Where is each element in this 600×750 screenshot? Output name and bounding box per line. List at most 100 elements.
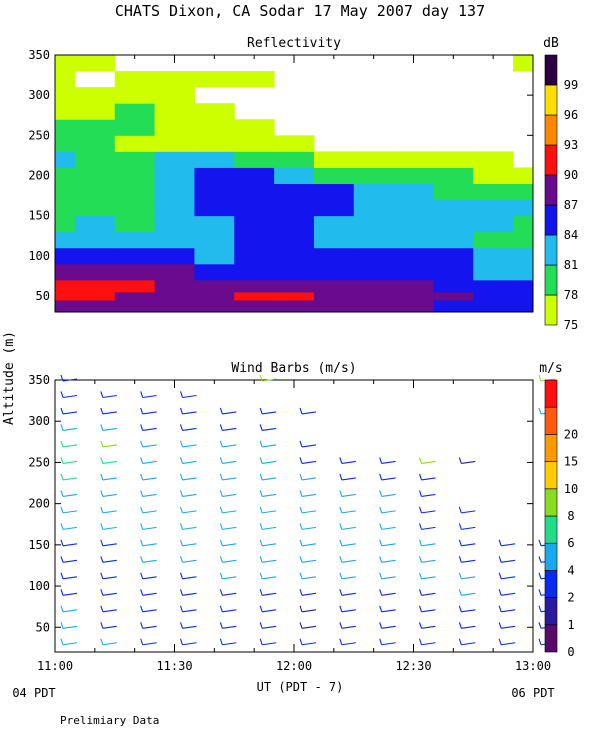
wind-barb [418, 539, 436, 547]
wind-barb [498, 589, 516, 596]
wind-title: Wind Barbs (m/s) [231, 361, 356, 376]
wind-barb [299, 523, 317, 530]
reflectivity-cell [74, 55, 116, 72]
wind-barb [418, 506, 436, 514]
reflectivity-cell [74, 199, 116, 217]
reflectivity-cell [234, 71, 275, 88]
wind-barb [458, 506, 476, 514]
wind-barb [100, 424, 117, 431]
wind-barb [60, 605, 78, 613]
wind-barb [259, 523, 277, 530]
reflectivity-cell [513, 299, 534, 313]
y-axis-label: Altitude (m) [2, 331, 17, 425]
wind-barb [179, 622, 197, 629]
reflectivity-cell [234, 231, 275, 249]
wind-barb [299, 572, 317, 580]
wind-barb [60, 473, 78, 481]
wind-barb [339, 556, 356, 563]
reflectivity-cell [55, 215, 76, 233]
wind-barb [219, 589, 237, 596]
reflectivity-cell [154, 183, 195, 201]
reflectivity-colorbar-band [544, 264, 558, 296]
reflectivity-cell [393, 263, 434, 281]
reflectivity-cell [74, 215, 116, 233]
reflectivity-cell [473, 151, 514, 168]
wind-barb [379, 539, 396, 547]
wind-barb [379, 605, 396, 613]
wind-barb [179, 424, 197, 431]
wind-barb [299, 605, 317, 613]
reflectivity-cells [55, 55, 534, 313]
wind-barb [60, 424, 78, 431]
wind-barb [179, 407, 197, 415]
wind-barb [379, 457, 396, 464]
wind-barb [418, 605, 436, 613]
reflectivity-cell [74, 103, 116, 120]
wind-barb [179, 605, 197, 613]
wind-barb [219, 473, 237, 481]
wind-barb [219, 622, 237, 629]
wind-barb [379, 473, 396, 481]
wind-barb [60, 572, 78, 580]
reflectivity-cell [433, 279, 474, 293]
reflectivity-cell [114, 247, 156, 265]
reflectivity-cell [154, 71, 195, 88]
wind-barb [140, 523, 157, 530]
reflectivity-colorbar-label: 99 [564, 78, 578, 92]
reflectivity-cell [194, 71, 235, 88]
wind-barb [339, 622, 356, 629]
wind-barb [219, 490, 237, 497]
wind-colorbar-band [544, 406, 558, 435]
wind-barb [418, 622, 436, 629]
reflectivity-cell [353, 299, 395, 313]
wind-colorbar-label: 0 [567, 645, 574, 659]
reflectivity-title: Reflectivity [247, 36, 341, 51]
reflectivity-cell [393, 215, 434, 233]
wind-colorbar-label: 15 [564, 455, 578, 469]
wind-barb [299, 457, 317, 464]
reflectivity-cell [393, 247, 434, 265]
reflectivity-cell [114, 167, 156, 184]
wind-barb [259, 638, 277, 646]
reflectivity-cell [274, 183, 315, 201]
wind-barb [140, 539, 157, 547]
reflectivity-cell [114, 103, 156, 120]
reflectivity-cell [194, 279, 235, 293]
reflectivity-cell [234, 135, 275, 152]
wind-y-tick-label: 100 [28, 579, 50, 593]
reflectivity-cell [194, 247, 235, 265]
reflectivity-cell [473, 247, 514, 265]
reflectivity-cell [154, 87, 195, 104]
reflectivity-panel: 50 100 150 200 250 300 350 [28, 48, 534, 313]
reflectivity-cell [154, 119, 195, 136]
wind-barb [418, 490, 436, 497]
wind-barb [140, 391, 157, 399]
reflectivity-cell [74, 167, 116, 184]
reflectivity-cell [313, 151, 355, 168]
reflectivity-cell [433, 183, 474, 201]
wind-colorbar-label: 2 [567, 591, 574, 605]
reflectivity-cell [114, 87, 156, 104]
wind-barb [100, 589, 117, 596]
reflectivity-cell [433, 199, 474, 217]
wind-barb [140, 424, 157, 431]
wind-barb [140, 605, 157, 613]
reflectivity-cell [194, 183, 235, 201]
figure-title: CHATS Dixon, CA Sodar 17 May 2007 day 13… [115, 2, 485, 20]
wind-barb [379, 638, 396, 646]
reflectivity-cell [234, 263, 275, 281]
reflectivity-cell [154, 291, 195, 301]
reflectivity-cell [194, 291, 235, 301]
reflectivity-cell [194, 231, 235, 249]
wind-barb [179, 638, 197, 646]
wind-colorbar-label: 1 [567, 618, 574, 632]
reflectivity-colorbar-band [544, 84, 558, 116]
reflectivity-cell [353, 215, 395, 233]
reflectivity-cell [194, 215, 235, 233]
wind-barb [219, 572, 237, 580]
wind-barb [259, 424, 277, 431]
reflectivity-cell [513, 231, 534, 249]
reflectivity-colorbar-band [544, 144, 558, 176]
reflectivity-cell [55, 291, 76, 301]
wind-colorbar-label: 20 [564, 427, 578, 441]
